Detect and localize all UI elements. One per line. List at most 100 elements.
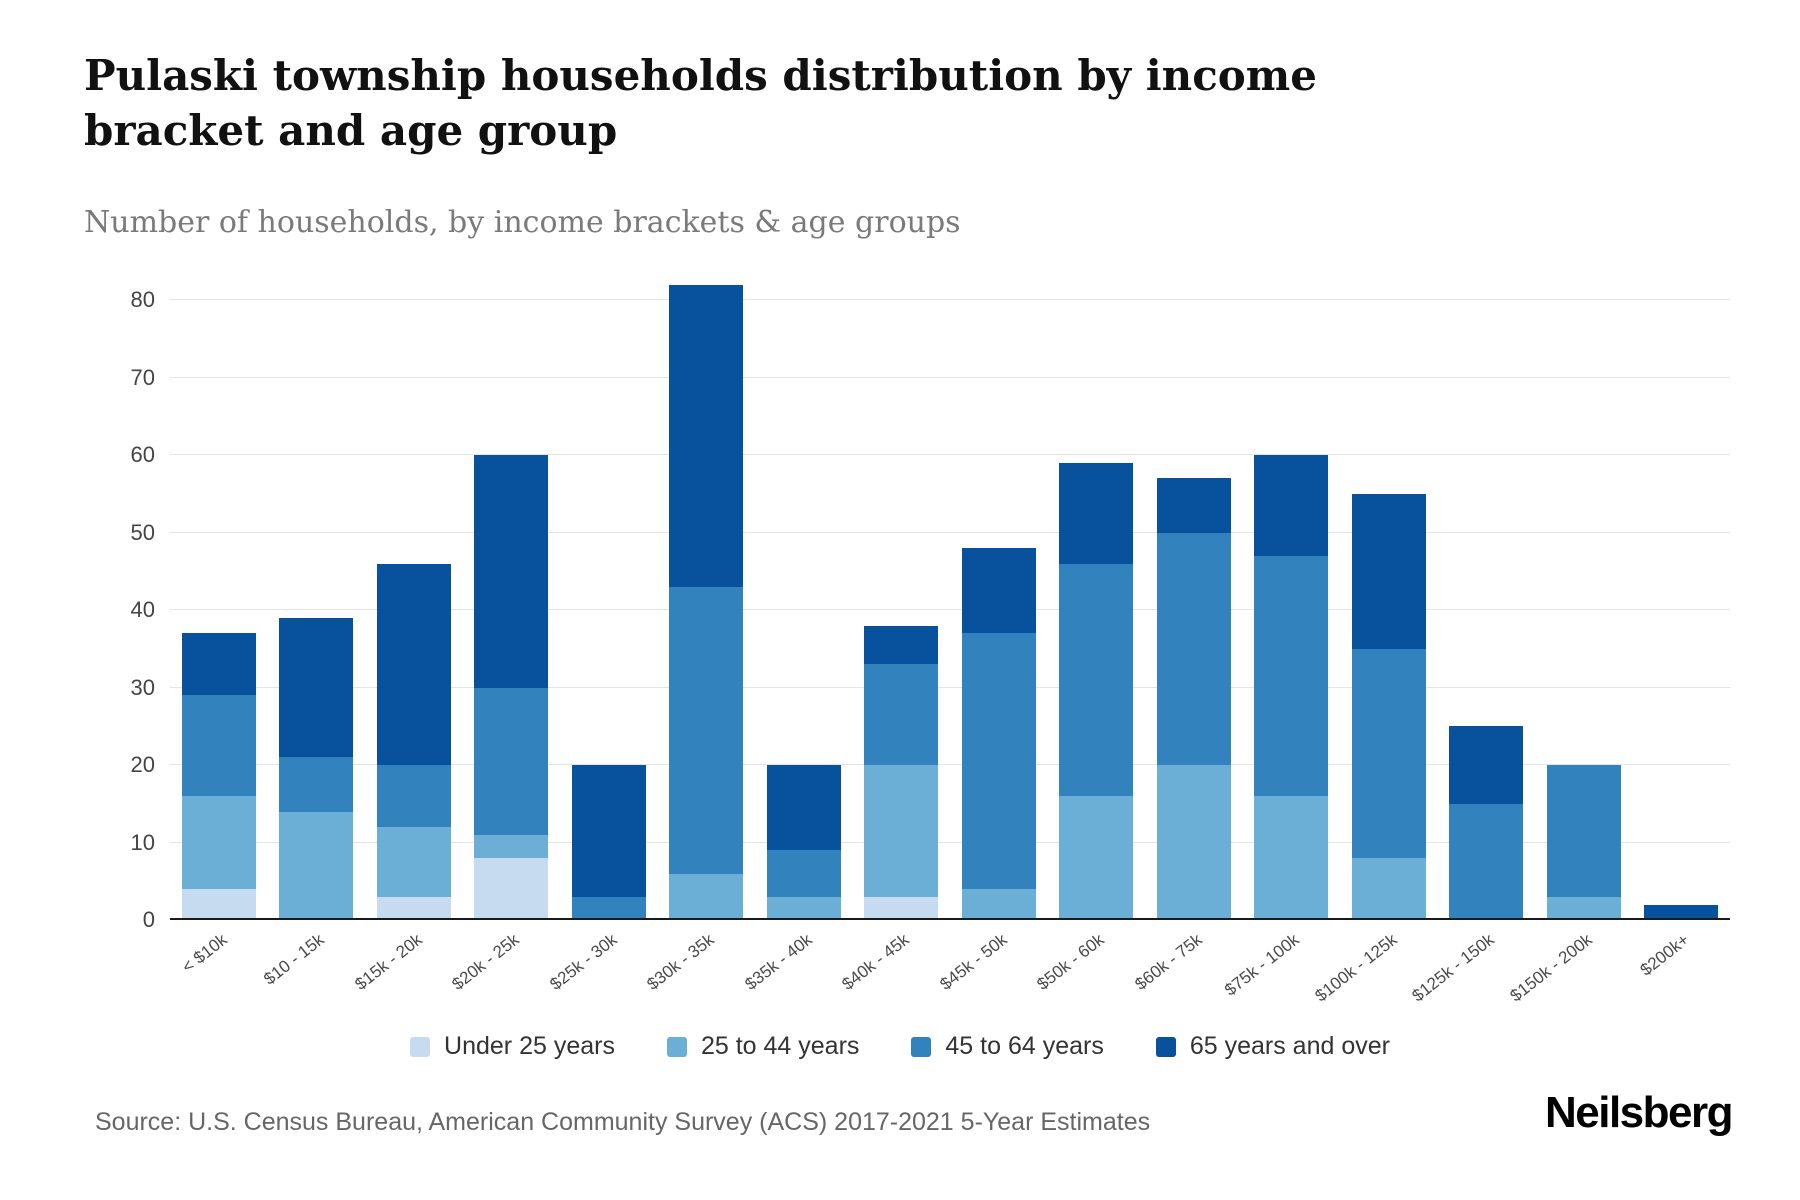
x-tick-label: $200k+ <box>1636 930 1693 980</box>
bar-segment <box>1351 858 1426 920</box>
chart-legend: Under 25 years 25 to 44 years 45 to 64 yea… <box>0 1032 1800 1061</box>
legend-item: Under 25 years <box>410 1032 615 1061</box>
y-tick-label: 10 <box>130 829 155 855</box>
bar-slot <box>1048 300 1146 920</box>
bar-slot <box>658 284 756 920</box>
legend-item: 25 to 44 years <box>666 1032 860 1061</box>
y-tick-label: 0 <box>142 907 155 932</box>
bar-segment <box>1449 803 1524 920</box>
bar-slot <box>1243 300 1341 920</box>
legend-label: 45 to 64 years <box>945 1032 1104 1060</box>
bar-segment <box>1644 904 1719 920</box>
legend-swatch <box>666 1036 687 1057</box>
stacked-bar <box>864 625 939 920</box>
bar-segment <box>474 687 549 835</box>
x-tick-label: $20k - 25k <box>448 930 523 994</box>
bar-segment <box>279 811 354 920</box>
bar-segment <box>1254 555 1329 796</box>
bar-slot <box>560 300 658 920</box>
bar-segment <box>376 896 451 920</box>
x-tick-label: $35k - 40k <box>741 930 816 994</box>
legend-label: Under 25 years <box>444 1032 615 1060</box>
bar-segment <box>961 889 1036 920</box>
stacked-bar <box>474 455 549 920</box>
bar-slot <box>755 300 853 920</box>
bar-segment <box>669 284 744 587</box>
bar-slot <box>1145 300 1243 920</box>
bar-segment <box>181 695 256 796</box>
x-tick-label: $40k - 45k <box>838 930 913 994</box>
bar-segment <box>1546 896 1621 920</box>
bar-segment <box>279 757 354 812</box>
x-tick-label: $50k - 60k <box>1033 930 1108 994</box>
neilsberg-logo: Neilsberg <box>1544 1088 1734 1137</box>
y-tick-label: 50 <box>130 519 155 545</box>
legend-swatch <box>1155 1036 1176 1057</box>
bar-segment <box>961 548 1036 634</box>
bar-segment <box>376 765 451 827</box>
stacked-bar <box>1254 455 1329 920</box>
legend-label: 25 to 44 years <box>700 1032 860 1060</box>
bar-segment <box>766 850 841 897</box>
bar-segment <box>474 834 549 858</box>
stacked-bar <box>571 765 646 920</box>
bar-slot <box>463 300 561 920</box>
bar-segment <box>279 617 354 758</box>
bar-segment <box>1546 765 1621 897</box>
bar-segment <box>1254 455 1329 556</box>
bar-segment <box>961 633 1036 889</box>
x-tick-label: $100k - 125k <box>1311 930 1401 1006</box>
bar-segment <box>669 586 744 874</box>
chart-title: Pulaski township households distribution… <box>84 51 1317 156</box>
x-tick-label: $25k - 30k <box>546 930 621 994</box>
stacked-bar <box>1351 493 1426 920</box>
gridline <box>170 764 1730 765</box>
gridline <box>170 376 1730 378</box>
bar-segment <box>474 455 549 688</box>
bar-segment <box>1449 726 1524 804</box>
stacked-bar <box>1156 478 1231 920</box>
gridline <box>170 531 1730 533</box>
x-tick-label: $75k - 100k <box>1221 930 1303 1000</box>
bar-segment <box>181 796 256 889</box>
bar-slot <box>1535 300 1633 920</box>
stacked-bar <box>1059 462 1134 920</box>
x-tick-label: $60k - 75k <box>1131 930 1206 994</box>
bar-segment <box>864 896 939 920</box>
x-tick-label: $125k - 150k <box>1408 930 1498 1006</box>
stacked-bar <box>1546 765 1621 920</box>
x-tick-label: $15k - 20k <box>351 930 426 994</box>
bar-segment <box>571 765 646 897</box>
bar-segment <box>571 896 646 920</box>
x-axis: < $10k $10 - 15k $15k - 20k $20k - 25k $25k … <box>170 930 1730 1025</box>
gridline <box>170 609 1730 610</box>
x-tick-label: $10 - 15k <box>260 930 328 989</box>
bar-segment <box>1351 493 1426 649</box>
bar-segment <box>376 827 451 897</box>
y-tick-label: 20 <box>130 752 155 777</box>
y-tick-label: 40 <box>130 597 155 622</box>
bar-segment <box>669 873 744 920</box>
bar-slot <box>1633 300 1731 920</box>
bar-segment <box>474 858 549 920</box>
bar-slot <box>853 300 951 920</box>
gridline <box>170 299 1730 300</box>
bar-segment <box>1059 563 1134 796</box>
stacked-bar <box>279 617 354 920</box>
stacked-bar <box>181 633 256 920</box>
bar-segment <box>1351 648 1426 858</box>
gridline <box>170 686 1730 688</box>
y-axis: 0 10 20 30 40 50 60 70 80 <box>70 287 155 932</box>
stacked-bar <box>1644 904 1719 920</box>
bar-segment <box>766 765 841 851</box>
stacked-bar <box>669 284 744 920</box>
legend-label: 65 years and over <box>1189 1032 1390 1060</box>
bar-slot <box>170 300 268 920</box>
bar-segment <box>864 625 939 665</box>
x-tick-label: $30k - 35k <box>643 930 718 994</box>
gridline <box>170 454 1730 455</box>
bar-segment <box>766 896 841 920</box>
source-note: Source: U.S. Census Bureau, American Com… <box>95 1108 1151 1136</box>
legend-item: 65 years and over <box>1155 1032 1390 1061</box>
